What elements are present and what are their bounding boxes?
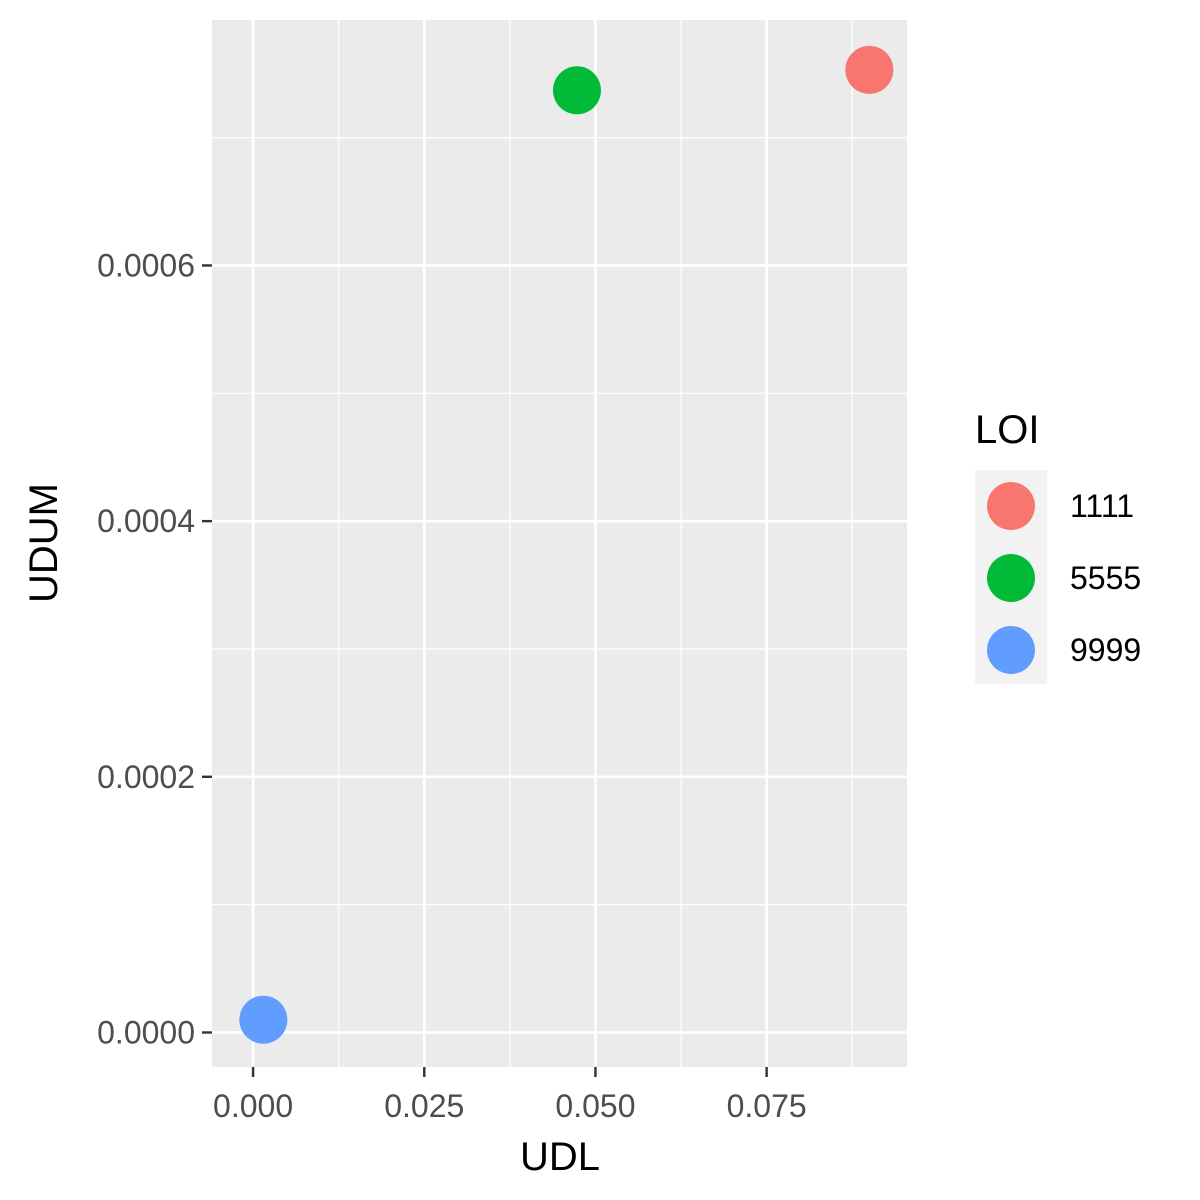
legend-items: 1111 5555 9999 (987, 482, 1141, 674)
minor-gridlines (212, 20, 907, 1067)
data-point (845, 45, 894, 94)
legend-label: 5555 (1070, 560, 1141, 596)
x-axis: 0.000 0.025 0.050 0.075 (213, 1067, 807, 1124)
x-tick-label: 0.075 (727, 1088, 807, 1124)
y-tick-label: 0.0000 (97, 1014, 195, 1050)
data-point (552, 66, 601, 115)
legend-title: LOI (975, 408, 1039, 452)
data-point (239, 995, 288, 1044)
legend-label: 1111 (1070, 488, 1134, 524)
x-axis-title: UDL (520, 1135, 600, 1179)
data-points (239, 45, 894, 1044)
x-tick-label: 0.025 (384, 1088, 464, 1124)
panel-background (212, 20, 907, 1067)
y-tick-label: 0.0002 (97, 759, 195, 795)
legend-key (987, 482, 1035, 530)
major-gridlines (212, 20, 907, 1067)
y-tick-label: 0.0006 (97, 247, 195, 283)
legend-key (987, 626, 1035, 674)
legend-label: 9999 (1070, 632, 1141, 668)
legend-key (987, 554, 1035, 602)
legend: LOI 1111 5555 9999 (975, 408, 1141, 684)
x-tick-label: 0.000 (213, 1088, 293, 1124)
y-axis-title: UDUM (22, 483, 66, 603)
y-tick-label: 0.0004 (97, 503, 195, 539)
x-tick-label: 0.050 (555, 1088, 635, 1124)
y-axis: 0.0000 0.0002 0.0004 0.0006 (97, 247, 212, 1050)
